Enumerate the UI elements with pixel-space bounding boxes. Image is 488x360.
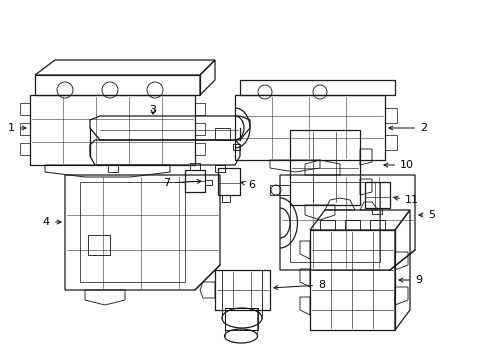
Text: 8: 8 — [273, 280, 325, 290]
Text: 1: 1 — [8, 123, 26, 133]
Text: 3: 3 — [149, 105, 156, 115]
Text: 11: 11 — [393, 195, 418, 205]
Text: 9: 9 — [398, 275, 421, 285]
Text: 7: 7 — [163, 178, 201, 188]
Text: 4: 4 — [43, 217, 61, 227]
Text: 6: 6 — [241, 180, 254, 190]
Text: 2: 2 — [388, 123, 426, 133]
Text: 5: 5 — [418, 210, 434, 220]
Text: 10: 10 — [383, 160, 413, 170]
